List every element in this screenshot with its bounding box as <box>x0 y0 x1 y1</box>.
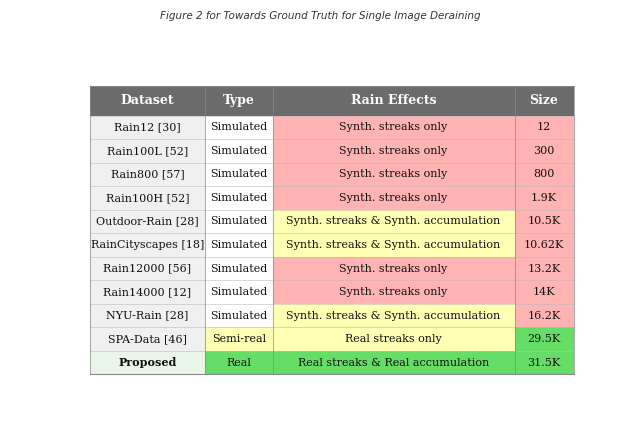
Bar <box>205 351 273 375</box>
Bar <box>90 86 205 116</box>
Text: Synth. streaks & Synth. accumulation: Synth. streaks & Synth. accumulation <box>287 216 500 227</box>
Bar <box>205 304 273 327</box>
Bar <box>273 163 515 186</box>
Bar <box>515 280 573 304</box>
Text: 800: 800 <box>533 169 555 179</box>
Bar <box>515 327 573 351</box>
Bar <box>515 351 573 375</box>
Bar <box>90 304 205 327</box>
Bar <box>515 86 573 116</box>
Bar <box>273 351 515 375</box>
Text: Size: Size <box>529 95 559 108</box>
Text: 14K: 14K <box>532 287 556 297</box>
Bar <box>273 186 515 210</box>
Bar <box>90 210 205 233</box>
Text: 31.5K: 31.5K <box>527 358 561 368</box>
Text: Simulated: Simulated <box>211 122 268 132</box>
Bar <box>515 257 573 280</box>
Text: Synth. streaks only: Synth. streaks only <box>339 146 448 156</box>
Text: 10.62K: 10.62K <box>524 240 564 250</box>
Bar <box>90 257 205 280</box>
Text: Synth. streaks only: Synth. streaks only <box>339 287 448 297</box>
Bar <box>205 86 273 116</box>
Text: 300: 300 <box>533 146 555 156</box>
Bar <box>205 116 273 139</box>
Text: 12: 12 <box>537 122 551 132</box>
Text: 13.2K: 13.2K <box>527 264 561 273</box>
Bar <box>273 304 515 327</box>
Text: Rain100L [52]: Rain100L [52] <box>107 146 188 156</box>
Bar <box>273 116 515 139</box>
Bar <box>90 116 205 139</box>
Text: NYU-Rain [28]: NYU-Rain [28] <box>106 310 189 321</box>
Text: Real streaks & Real accumulation: Real streaks & Real accumulation <box>298 358 489 368</box>
Text: Simulated: Simulated <box>211 193 268 203</box>
Bar <box>273 327 515 351</box>
Text: Synth. streaks only: Synth. streaks only <box>339 193 448 203</box>
Text: Synth. streaks & Synth. accumulation: Synth. streaks & Synth. accumulation <box>287 310 500 321</box>
Text: Simulated: Simulated <box>211 264 268 273</box>
Text: Synth. streaks only: Synth. streaks only <box>339 264 448 273</box>
Text: Rain800 [57]: Rain800 [57] <box>111 169 184 179</box>
Text: Simulated: Simulated <box>211 310 268 321</box>
Text: 16.2K: 16.2K <box>527 310 561 321</box>
Bar <box>90 233 205 257</box>
Bar <box>273 257 515 280</box>
Bar <box>515 304 573 327</box>
Bar <box>205 186 273 210</box>
Text: Simulated: Simulated <box>211 146 268 156</box>
Text: Synth. streaks & Synth. accumulation: Synth. streaks & Synth. accumulation <box>287 240 500 250</box>
Bar <box>515 186 573 210</box>
Bar <box>90 280 205 304</box>
Bar <box>205 280 273 304</box>
Text: Rain12000 [56]: Rain12000 [56] <box>104 264 191 273</box>
Text: RainCityscapes [18]: RainCityscapes [18] <box>91 240 204 250</box>
Text: Type: Type <box>223 95 255 108</box>
Text: Dataset: Dataset <box>121 95 174 108</box>
Bar <box>273 233 515 257</box>
Bar <box>90 351 205 375</box>
Text: Rain100H [52]: Rain100H [52] <box>106 193 189 203</box>
Bar <box>515 233 573 257</box>
Bar <box>90 186 205 210</box>
Text: Real: Real <box>227 358 252 368</box>
Bar <box>205 257 273 280</box>
Text: 29.5K: 29.5K <box>527 334 561 344</box>
Text: Simulated: Simulated <box>211 287 268 297</box>
Bar <box>273 280 515 304</box>
Bar <box>273 139 515 163</box>
Bar <box>273 210 515 233</box>
Text: Rain Effects: Rain Effects <box>351 95 436 108</box>
Text: Rain14000 [12]: Rain14000 [12] <box>104 287 191 297</box>
Bar <box>515 210 573 233</box>
Text: Simulated: Simulated <box>211 216 268 227</box>
Bar <box>90 139 205 163</box>
Text: 1.9K: 1.9K <box>531 193 557 203</box>
Bar <box>515 116 573 139</box>
Text: Real streaks only: Real streaks only <box>345 334 442 344</box>
Text: Synth. streaks only: Synth. streaks only <box>339 169 448 179</box>
Bar <box>205 327 273 351</box>
Bar <box>515 163 573 186</box>
Bar <box>205 233 273 257</box>
Text: Rain12 [30]: Rain12 [30] <box>114 122 181 132</box>
Bar <box>205 163 273 186</box>
Text: Semi-real: Semi-real <box>212 334 266 344</box>
Text: Proposed: Proposed <box>118 357 177 368</box>
Text: SPA-Data [46]: SPA-Data [46] <box>108 334 187 344</box>
Text: Simulated: Simulated <box>211 169 268 179</box>
Text: Synth. streaks only: Synth. streaks only <box>339 122 448 132</box>
Text: Outdoor-Rain [28]: Outdoor-Rain [28] <box>96 216 199 227</box>
Text: 10.5K: 10.5K <box>527 216 561 227</box>
Bar <box>515 139 573 163</box>
Text: Figure 2 for Towards Ground Truth for Single Image Deraining: Figure 2 for Towards Ground Truth for Si… <box>160 11 480 21</box>
Bar <box>205 210 273 233</box>
Text: Simulated: Simulated <box>211 240 268 250</box>
Bar <box>90 163 205 186</box>
Bar <box>90 327 205 351</box>
Bar <box>205 139 273 163</box>
Bar <box>273 86 515 116</box>
